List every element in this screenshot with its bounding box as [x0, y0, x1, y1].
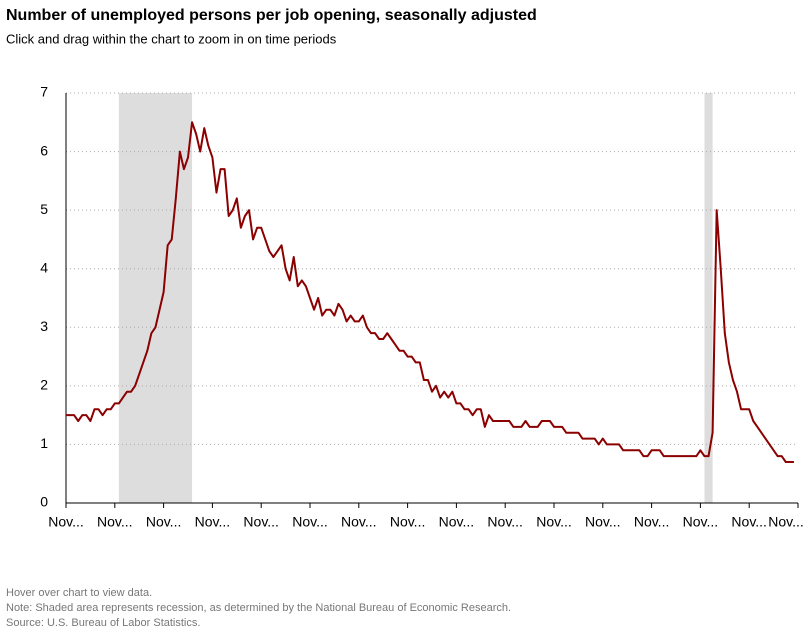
x-tick-label: Nov...: [634, 514, 670, 530]
x-tick-label: Nov...: [536, 514, 572, 530]
y-tick-label: 0: [40, 494, 48, 510]
x-tick-label: Nov...: [390, 514, 426, 530]
chart-subtitle: Click and drag within the chart to zoom …: [6, 31, 337, 46]
x-tick-label: Nov...: [683, 514, 719, 530]
x-tick-label: Nov...: [195, 514, 231, 530]
x-tick-label: Nov...: [48, 514, 84, 530]
y-tick-label: 7: [40, 84, 48, 100]
x-tick-label: Nov...: [292, 514, 328, 530]
y-tick-label: 4: [40, 259, 48, 275]
y-tick-label: 1: [40, 435, 48, 451]
note: Source: U.S. Bureau of Labor Statistics.: [6, 617, 201, 629]
chart[interactable]: Number of unemployed persons per job ope…: [0, 0, 810, 584]
x-tick-label: Nov...: [487, 514, 523, 530]
x-tick-label: Nov...: [341, 514, 377, 530]
x-tick-label: Nov...: [243, 514, 279, 530]
y-tick-label: 5: [40, 201, 48, 217]
note: Hover over chart to view data.: [6, 587, 153, 599]
y-tick-label: 2: [40, 377, 48, 393]
x-tick-label: Nov...: [439, 514, 475, 530]
note: Note: Shaded area represents recession, …: [6, 602, 512, 614]
x-tick-label: Nov...: [585, 514, 621, 530]
x-tick-label: Nov...: [97, 514, 133, 530]
y-tick-label: 6: [40, 142, 48, 158]
series-line: [66, 121, 794, 463]
notes: Hover over chart to view data. Note: Shad…: [6, 586, 511, 631]
x-tick-label: Nov...: [768, 514, 804, 530]
x-tick-label: Nov...: [146, 514, 182, 530]
recession-band: [704, 93, 713, 503]
x-tick-label: Nov...: [731, 514, 767, 530]
y-tick-label: 3: [40, 318, 48, 334]
chart-title: Number of unemployed persons per job ope…: [6, 7, 537, 24]
